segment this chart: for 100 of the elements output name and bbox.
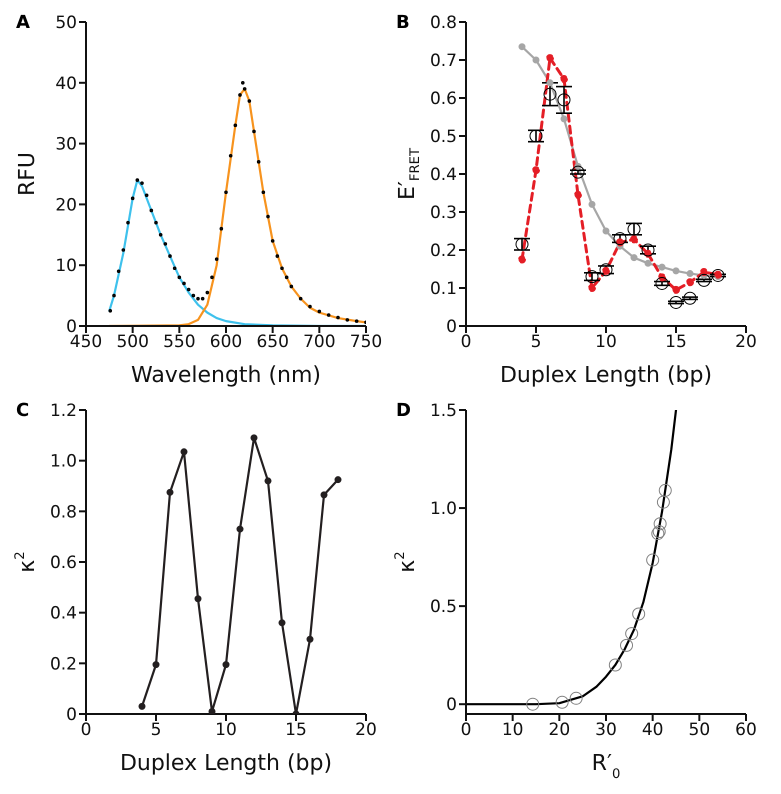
point [544,88,556,101]
x-tick-label: 600 [210,332,242,352]
x-tick-label: 30 [595,720,617,740]
point [138,702,146,710]
x-tick-label: 20 [735,332,757,352]
y-tick-label: 20 [55,195,77,216]
point [588,284,596,292]
x-tick-label: 60 [735,720,757,740]
point [646,554,660,567]
point [560,75,568,83]
x-tick-label: 20 [355,720,377,740]
point [278,619,286,626]
y-tick-label: 0.2 [50,654,77,674]
x-tick-label: 0 [460,332,472,352]
point [658,264,666,271]
point [152,661,160,668]
point [222,661,230,668]
point [686,270,694,278]
y-tick-label: 10 [55,256,77,276]
x-tick-label: 750 [350,332,382,352]
point [658,484,672,497]
point [672,267,680,274]
point [630,235,638,244]
chart-title: C [16,400,30,421]
x-tick-label: 10 [502,720,524,740]
point [602,228,610,234]
point [518,43,526,50]
point [530,130,542,142]
y-tick-label: 1.0 [50,452,77,472]
point [672,286,680,294]
point [334,476,342,484]
point [180,448,188,456]
x-tick-label: 15 [665,332,687,352]
x-axis-title: Duplex Length (bp) [500,363,712,388]
y-tick-label: 0 [66,705,77,726]
x-tick-label: 5 [530,332,542,352]
point [630,254,638,262]
point [656,276,668,290]
y-axis-title: RFU [15,152,40,196]
y-tick-label: 0.8 [50,502,77,522]
x-tick-label: 650 [256,332,289,352]
point [320,491,328,498]
point [588,200,596,208]
y-tick-label: 1.0 [430,499,457,520]
point [556,696,569,709]
chart-title: A [16,12,30,33]
x-axis-title: R′$_{0}$ [592,751,620,782]
x-tick-label: 40 [642,720,664,740]
y-tick-label: 40 [55,74,77,94]
y-tick-label: 0.2 [430,241,457,262]
point [208,708,216,714]
point [620,638,634,652]
x-tick-label: 500 [116,332,149,352]
y-tick-label: 0.1 [430,279,457,300]
y-tick-label: 0 [446,695,457,716]
point [686,278,694,286]
point [654,517,667,530]
point [264,477,272,484]
point [558,93,570,106]
x-tick-label: 5 [150,720,162,740]
x-tick-label: 0 [460,720,472,740]
y-tick-label: 50 [55,13,77,34]
x-tick-label: 550 [163,332,196,352]
x-tick-label: 10 [215,720,237,740]
x-axis-title: Wavelength (nm) [130,363,322,388]
x-tick-label: 15 [285,720,307,740]
point [632,607,646,620]
x-tick-label: 20 [548,720,570,740]
point [532,166,540,174]
point [526,698,540,711]
x-axis-title: Duplex Length (bp) [120,751,332,776]
y-tick-label: 0.4 [430,165,457,186]
y-tick-label: 0.6 [50,553,77,574]
y-tick-label: 30 [55,134,77,155]
y-tick-label: 0 [446,317,457,338]
point [574,190,582,199]
chart-title: B [396,12,410,33]
point [546,79,554,86]
x-tick-label: 0 [80,720,92,740]
chart-title: D [396,400,411,421]
y-tick-label: 0.4 [50,604,77,624]
point [194,595,202,602]
point [656,496,670,509]
point [644,260,652,267]
x-tick-label: 10 [595,332,617,352]
point [250,434,258,442]
y-tick-label: 0.3 [430,203,457,224]
x-tick-label: 700 [303,332,336,352]
y-tick-label: 0.6 [430,89,457,110]
point [532,56,540,64]
point [570,692,583,705]
x-tick-label: 50 [688,720,710,740]
y-tick-label: 0.5 [430,127,457,148]
point [608,658,622,672]
point [625,627,638,640]
y-tick-label: 0.8 [430,13,457,34]
point [306,636,314,643]
point [518,256,526,264]
y-tick-label: 1.2 [50,401,77,422]
point [642,244,654,256]
